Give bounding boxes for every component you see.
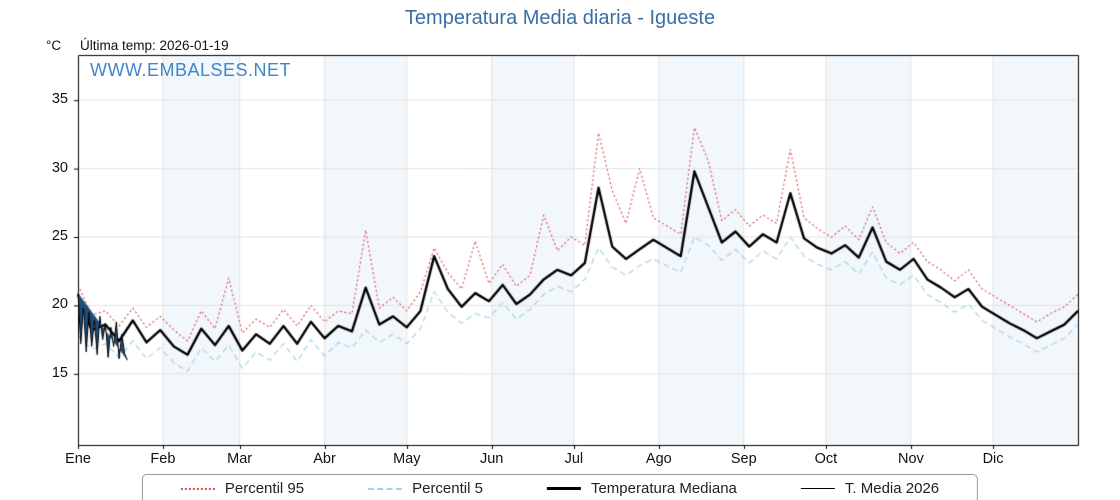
y-tick-label: 30	[51, 159, 68, 176]
legend-label: T. Media 2026	[844, 480, 940, 497]
x-month-label: Dic	[982, 451, 1004, 467]
x-month-label: May	[393, 451, 421, 467]
legend-item: T. Media 2026	[800, 480, 940, 497]
x-month-label: Feb	[150, 451, 176, 467]
x-month-label: Abr	[313, 451, 336, 467]
legend-item: Percentil 5	[368, 480, 483, 497]
y-tick-label: 25	[51, 228, 68, 244]
x-month-label: Oct	[814, 451, 838, 467]
legend-box: Percentil 95 Percentil 5 Temperatura Media…	[141, 474, 979, 500]
x-month-label: Jul	[564, 451, 584, 467]
x-month-label: Ene	[65, 451, 91, 467]
legend-label: Percentil 5	[412, 480, 483, 497]
legend-label: Temperatura Mediana	[590, 480, 737, 497]
y-tick-label: 35	[51, 91, 68, 108]
watermark: WWW.EMBALSES.NET	[90, 60, 292, 80]
x-month-label: Sep	[730, 451, 757, 467]
legend-label: Percentil 95	[224, 480, 305, 497]
legend-item: Percentil 95	[180, 480, 305, 497]
legend-line-sample	[546, 487, 581, 490]
legend-line-sample	[180, 487, 215, 490]
y-tick-label: 20	[51, 296, 68, 313]
x-month-label: Ago	[645, 451, 672, 467]
legend-line-sample	[368, 487, 403, 490]
x-month-label: Mar	[227, 451, 253, 467]
legend-line-sample	[800, 488, 835, 489]
legend-item: Temperatura Mediana	[546, 480, 737, 497]
x-month-label: Jun	[479, 451, 504, 467]
x-month-label: Nov	[897, 451, 924, 467]
y-tick-label: 15	[51, 364, 68, 381]
